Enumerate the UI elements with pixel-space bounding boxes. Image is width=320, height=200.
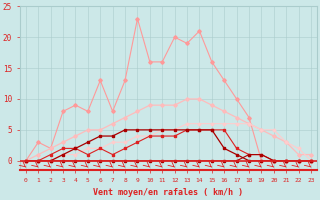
X-axis label: Vent moyen/en rafales ( km/h ): Vent moyen/en rafales ( km/h ): [93, 188, 244, 197]
